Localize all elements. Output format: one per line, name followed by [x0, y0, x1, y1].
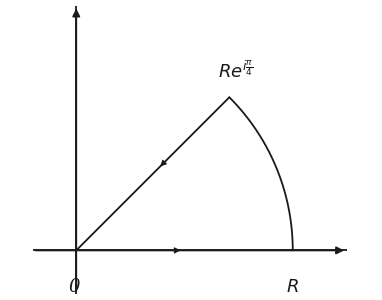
- Text: $R$: $R$: [286, 278, 299, 296]
- Text: $Re^{i\frac{\pi}{4}}$: $Re^{i\frac{\pi}{4}}$: [218, 61, 254, 82]
- Text: 0: 0: [68, 278, 80, 296]
